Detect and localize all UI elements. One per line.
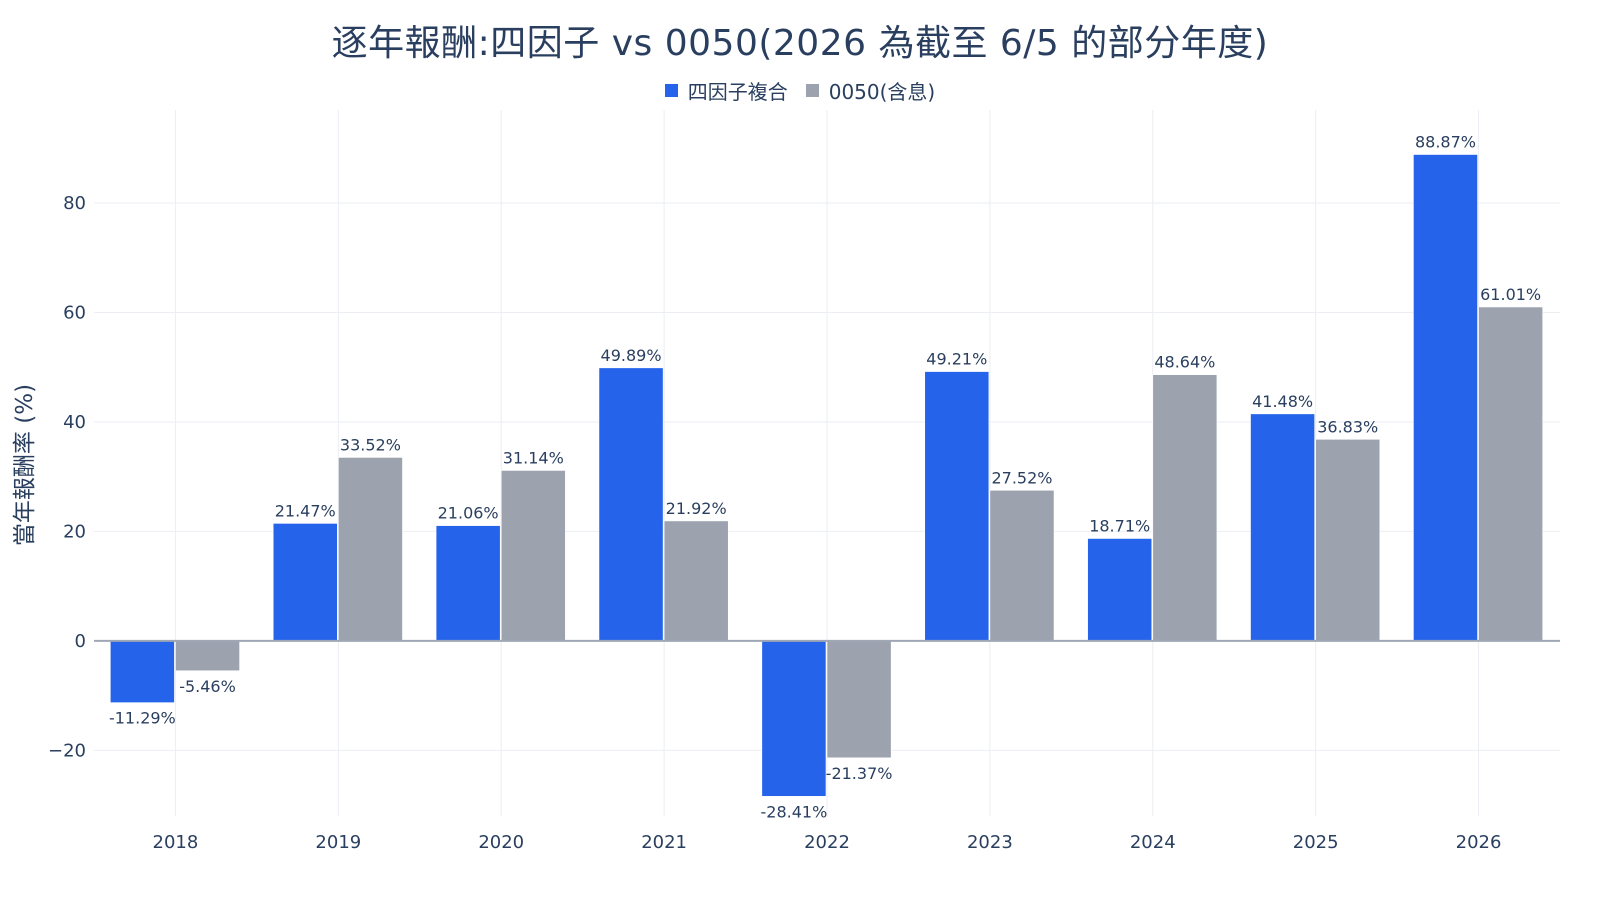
bar-0050-2020 [500,470,566,642]
y-tick-label: −20 [48,740,86,761]
data-label: 41.48% [1252,392,1313,411]
x-tick-label: 2018 [153,832,199,853]
y-tick-label: 80 [63,193,86,214]
x-tick-label: 2026 [1456,832,1502,853]
legend-label-series-1: 四因子複合 [687,80,788,104]
x-tick-label: 2023 [967,832,1013,853]
y-tick-label: 60 [63,302,86,323]
data-label: 88.87% [1415,132,1476,151]
data-label: 18.71% [1089,516,1150,535]
bar-four-factor-2022 [761,640,827,797]
legend-swatch-series-2 [805,84,819,97]
data-label: 21.92% [666,499,727,518]
bar-four-factor-2023 [924,371,990,642]
data-label: 33.52% [340,435,401,454]
legend-swatch-series-1 [664,84,678,97]
bar-four-factor-2026 [1413,154,1478,642]
data-label: 61.01% [1480,285,1541,304]
bar-0050-2026 [1478,306,1544,642]
chart-title: 逐年報酬:四因子 vs 0050(2026 為截至 6/5 的部分年度) [331,23,1269,64]
x-tick-label: 2021 [641,832,687,853]
legend-label-series-2: 0050(含息) [828,80,936,104]
y-tick-label: 40 [63,412,86,433]
x-tick-label: 2019 [315,832,361,853]
x-tick-label: 2020 [478,832,524,853]
data-label: 21.47% [275,501,336,520]
data-label: -21.37% [826,764,893,783]
bar-four-factor-2024 [1087,538,1153,642]
data-label: -11.29% [109,709,176,728]
bar-0050-2021 [663,520,729,642]
x-tick-label: 2024 [1130,832,1176,853]
data-label: 27.52% [991,468,1052,487]
data-label: 31.14% [503,448,564,467]
bar-four-factor-2021 [598,367,664,642]
bar-0050-2019 [338,457,403,642]
data-label: 21.06% [438,504,499,523]
x-tick-label: 2025 [1293,832,1339,853]
bar-0050-2024 [1152,374,1218,642]
data-label: -28.41% [761,802,828,821]
x-tick-label: 2022 [804,832,850,853]
data-label: 48.64% [1154,353,1215,372]
data-label: 36.83% [1317,417,1378,436]
bar-four-factor-2020 [435,525,501,642]
bar-0050-2018 [175,640,240,672]
bar-four-factor-2018 [109,640,175,703]
y-tick-label: 0 [75,631,86,652]
bar-four-factor-2019 [272,523,338,642]
legend-item-series-2[interactable]: 0050(含息) [805,76,936,105]
data-label: -5.46% [179,677,236,696]
bar-0050-2023 [989,489,1055,642]
data-label: 49.89% [601,346,662,365]
bar-four-factor-2025 [1250,413,1315,642]
data-label: 49.21% [926,350,987,369]
bar-0050-2022 [826,640,892,759]
legend: 四因子複合 0050(含息) [0,76,1600,105]
y-tick-label: 20 [63,521,86,542]
legend-item-series-1[interactable]: 四因子複合 [664,76,788,105]
bar-0050-2025 [1315,439,1381,642]
